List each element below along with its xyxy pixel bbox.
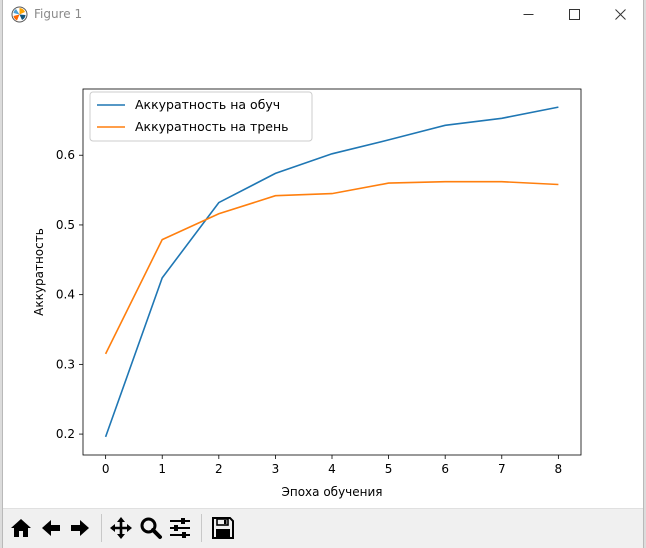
pan-icon — [110, 517, 132, 539]
minimize-icon — [523, 14, 534, 15]
toolbar-separator — [201, 514, 202, 542]
save-button[interactable] — [210, 515, 236, 541]
series-line-1 — [104, 106, 559, 438]
legend: Аккуратность на обуч Аккуратность на тре… — [89, 91, 313, 142]
x-tick-label: 3 — [272, 462, 280, 476]
axes-frame — [82, 88, 582, 456]
x-tick-label: 2 — [215, 462, 223, 476]
x-tick-label: 4 — [328, 462, 336, 476]
figure-window: Figure 1 0 1 2 3 4 5 6 7 8 0.2 0.3 0.4 0.5 0.6 Эпоха… — [3, 0, 643, 548]
maximize-button[interactable] — [551, 0, 597, 30]
back-arrow-icon — [42, 520, 60, 536]
x-tick-label: 0 — [102, 462, 110, 476]
forward-button[interactable] — [67, 515, 93, 541]
series-line-2 — [104, 180, 559, 355]
figure-canvas[interactable]: 0 1 2 3 4 5 6 7 8 0.2 0.3 0.4 0.5 0.6 Эпоха обучения… — [3, 30, 643, 508]
zoom-icon — [140, 517, 162, 539]
close-button[interactable] — [597, 0, 643, 30]
maximize-icon — [569, 9, 580, 20]
legend-label-series-1: Аккуратность на обуч — [135, 97, 280, 112]
home-button[interactable] — [8, 515, 34, 541]
close-icon — [615, 9, 626, 20]
configure-subplots-button[interactable] — [167, 515, 193, 541]
legend-box — [89, 91, 313, 142]
x-tick-label: 7 — [498, 462, 506, 476]
minimize-button[interactable] — [505, 0, 551, 30]
toolbar-separator — [101, 514, 102, 542]
y-axis-label: Аккуратность — [32, 228, 46, 316]
configure-subplots-icon — [170, 518, 190, 538]
x-tick-label: 8 — [555, 462, 563, 476]
y-tick-label: 0.4 — [56, 288, 75, 302]
save-icon — [212, 517, 234, 539]
navigation-toolbar — [3, 508, 643, 548]
y-tick-label: 0.5 — [56, 218, 75, 232]
x-tick-label: 1 — [158, 462, 166, 476]
title-bar: Figure 1 — [3, 0, 643, 30]
line-chart: 0 1 2 3 4 5 6 7 8 0.2 0.3 0.4 0.5 0.6 Эпоха обучения… — [32, 88, 582, 499]
forward-arrow-icon — [71, 520, 89, 536]
matplotlib-logo-icon — [11, 6, 28, 23]
legend-label-series-2: Аккуратность на трень — [135, 119, 289, 134]
pan-button[interactable] — [108, 515, 134, 541]
y-tick-label: 0.6 — [56, 148, 75, 162]
back-button[interactable] — [38, 515, 64, 541]
y-tick-label: 0.2 — [56, 427, 75, 441]
y-tick-label: 0.3 — [56, 357, 75, 371]
x-tick-label: 5 — [385, 462, 393, 476]
x-tick-label: 6 — [441, 462, 449, 476]
zoom-button[interactable] — [138, 515, 164, 541]
home-icon — [11, 519, 31, 537]
x-axis-label: Эпоха обучения — [281, 485, 382, 499]
window-title: Figure 1 — [34, 7, 83, 21]
